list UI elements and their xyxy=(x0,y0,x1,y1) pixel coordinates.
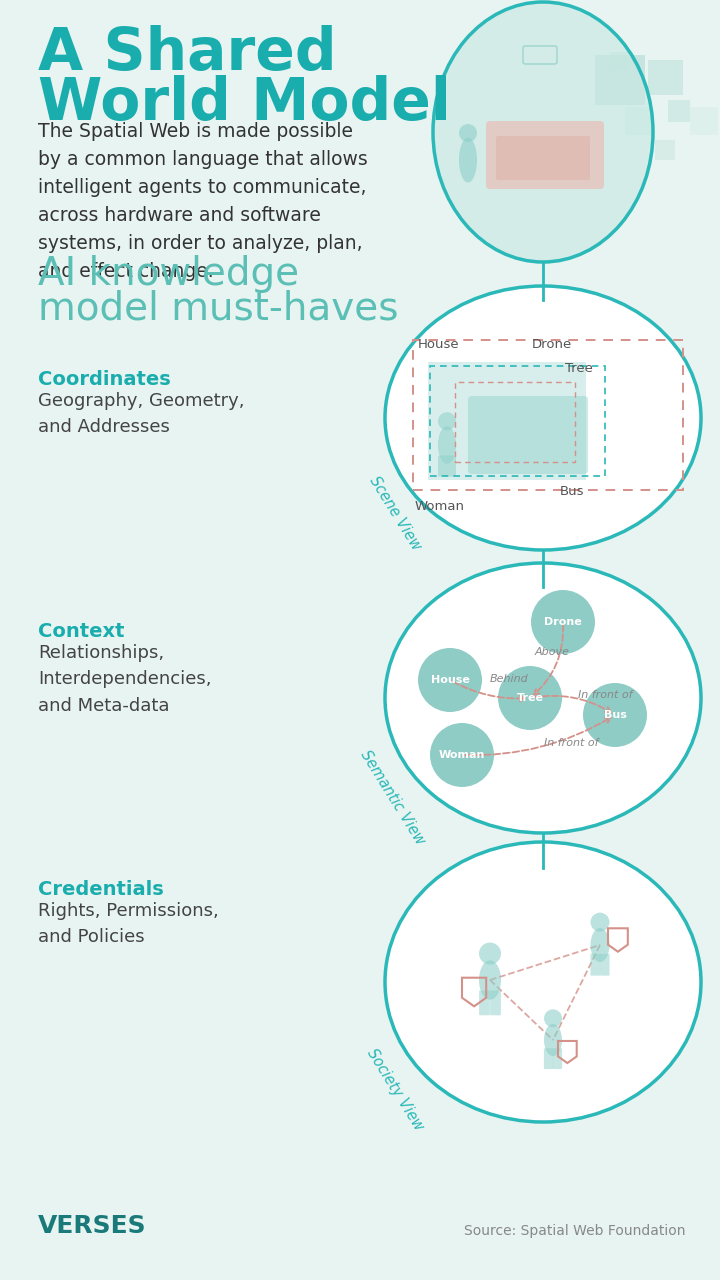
Circle shape xyxy=(498,666,562,730)
Text: Scene View: Scene View xyxy=(366,474,423,553)
Circle shape xyxy=(544,1010,562,1028)
Text: Drone: Drone xyxy=(544,617,582,627)
FancyBboxPatch shape xyxy=(486,122,604,189)
Circle shape xyxy=(590,913,610,932)
FancyBboxPatch shape xyxy=(468,396,588,474)
Bar xyxy=(668,100,690,122)
FancyBboxPatch shape xyxy=(600,954,610,975)
Text: VERSES: VERSES xyxy=(38,1213,147,1238)
FancyBboxPatch shape xyxy=(553,1048,562,1069)
Bar xyxy=(430,366,605,476)
Text: Society View: Society View xyxy=(364,1046,426,1134)
Ellipse shape xyxy=(479,960,501,1000)
Text: Woman: Woman xyxy=(438,750,485,760)
FancyBboxPatch shape xyxy=(590,954,600,975)
Circle shape xyxy=(531,590,595,654)
Text: AI knowledge: AI knowledge xyxy=(38,255,299,293)
Text: The Spatial Web is made possible
by a common language that allows
intelligent ag: The Spatial Web is made possible by a co… xyxy=(38,122,368,282)
Text: World Model: World Model xyxy=(38,76,451,132)
Text: Semantic View: Semantic View xyxy=(358,748,428,847)
Text: A Shared: A Shared xyxy=(38,26,337,82)
FancyBboxPatch shape xyxy=(544,1048,553,1069)
Text: Tree: Tree xyxy=(516,692,544,703)
Bar xyxy=(655,140,675,160)
Ellipse shape xyxy=(459,137,477,183)
Ellipse shape xyxy=(544,1024,562,1056)
Text: In front of: In front of xyxy=(577,690,632,699)
Text: Source: Spatial Web Foundation: Source: Spatial Web Foundation xyxy=(464,1224,685,1238)
FancyBboxPatch shape xyxy=(523,46,557,64)
Bar xyxy=(690,108,718,134)
Circle shape xyxy=(418,648,482,712)
Circle shape xyxy=(479,942,501,965)
Ellipse shape xyxy=(438,426,456,463)
FancyBboxPatch shape xyxy=(447,456,456,476)
Text: In front of: In front of xyxy=(544,739,598,748)
Bar xyxy=(648,60,683,95)
Text: House: House xyxy=(418,338,459,351)
Bar xyxy=(413,340,683,490)
Text: Above: Above xyxy=(534,646,570,657)
Ellipse shape xyxy=(433,3,653,262)
Circle shape xyxy=(459,124,477,142)
FancyBboxPatch shape xyxy=(479,991,490,1015)
Text: Woman: Woman xyxy=(415,500,465,513)
Bar xyxy=(428,362,586,480)
Text: Credentials: Credentials xyxy=(38,881,163,899)
Ellipse shape xyxy=(590,928,610,963)
Text: Tree: Tree xyxy=(565,362,593,375)
FancyBboxPatch shape xyxy=(438,456,447,476)
Text: Relationships,
Interdependencies,
and Meta-data: Relationships, Interdependencies, and Me… xyxy=(38,644,212,714)
Text: Coordinates: Coordinates xyxy=(38,370,171,389)
Text: Behind: Behind xyxy=(490,675,528,684)
Text: Context: Context xyxy=(38,622,125,641)
Circle shape xyxy=(583,684,647,748)
Ellipse shape xyxy=(385,842,701,1123)
Text: Bus: Bus xyxy=(603,710,626,719)
Text: Rights, Permissions,
and Policies: Rights, Permissions, and Policies xyxy=(38,902,219,946)
Text: Drone: Drone xyxy=(532,338,572,351)
Bar xyxy=(625,108,653,134)
Ellipse shape xyxy=(385,285,701,550)
Text: Bus: Bus xyxy=(560,485,585,498)
Ellipse shape xyxy=(385,563,701,833)
FancyBboxPatch shape xyxy=(490,991,501,1015)
Text: House: House xyxy=(431,675,469,685)
Bar xyxy=(455,381,575,462)
Text: model must-haves: model must-haves xyxy=(38,291,398,328)
Bar xyxy=(610,52,628,70)
Circle shape xyxy=(430,723,494,787)
Circle shape xyxy=(438,412,456,430)
Bar xyxy=(595,55,645,105)
FancyBboxPatch shape xyxy=(496,136,590,180)
Text: Geography, Geometry,
and Addresses: Geography, Geometry, and Addresses xyxy=(38,392,245,436)
